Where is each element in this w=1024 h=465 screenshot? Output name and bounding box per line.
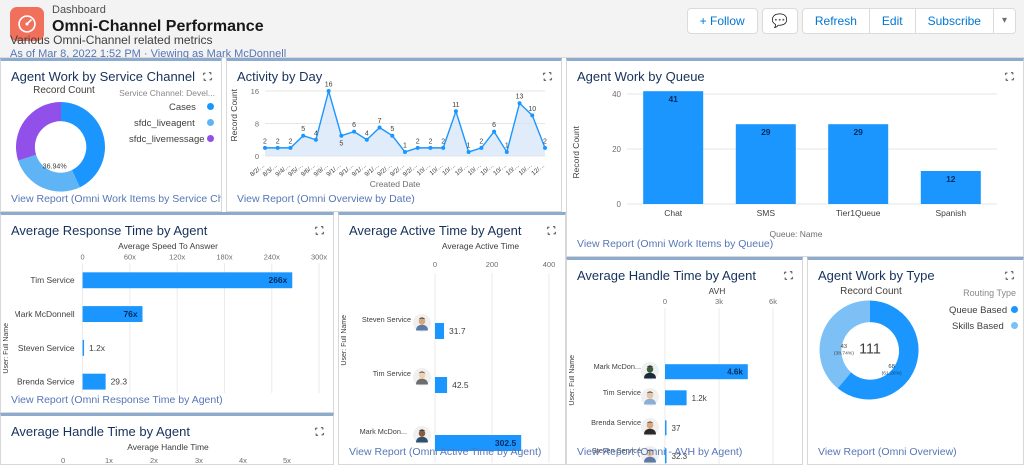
svg-text:180x: 180x bbox=[216, 253, 232, 261]
svg-text:10/…: 10/… bbox=[428, 162, 444, 177]
svg-text:5: 5 bbox=[339, 141, 343, 148]
svg-text:11: 11 bbox=[452, 102, 459, 109]
svg-text:36.94%: 36.94% bbox=[43, 163, 68, 171]
svg-text:7: 7 bbox=[378, 118, 382, 125]
svg-text:(61.26%): (61.26%) bbox=[882, 370, 902, 376]
svg-text:16: 16 bbox=[325, 82, 333, 89]
svg-text:16: 16 bbox=[251, 87, 259, 96]
svg-text:4.6k: 4.6k bbox=[727, 368, 743, 377]
svg-text:2: 2 bbox=[288, 138, 292, 145]
svg-text:42.5: 42.5 bbox=[452, 380, 469, 390]
svg-text:68: 68 bbox=[888, 364, 895, 370]
svg-text:10/…: 10/… bbox=[492, 162, 508, 177]
svg-text:20: 20 bbox=[612, 145, 621, 154]
svg-text:0: 0 bbox=[255, 152, 259, 161]
svg-text:2: 2 bbox=[441, 138, 445, 145]
svg-text:Brenda Service: Brenda Service bbox=[17, 377, 75, 387]
svg-text:Chat: Chat bbox=[664, 208, 683, 218]
svg-text:Spanish: Spanish bbox=[935, 208, 966, 218]
svg-text:5: 5 bbox=[301, 126, 305, 133]
svg-text:8: 8 bbox=[255, 120, 259, 129]
svg-text:10/…: 10/… bbox=[454, 162, 470, 177]
svg-text:29: 29 bbox=[761, 127, 771, 137]
svg-text:10/…: 10/… bbox=[505, 162, 521, 177]
svg-text:13: 13 bbox=[516, 94, 524, 101]
svg-text:76x: 76x bbox=[123, 309, 137, 319]
svg-text:60x: 60x bbox=[124, 253, 136, 261]
svg-text:Mark McDonnell: Mark McDonnell bbox=[15, 309, 75, 319]
svg-text:0: 0 bbox=[433, 260, 437, 269]
svg-text:12: 12 bbox=[946, 174, 956, 184]
svg-text:1: 1 bbox=[403, 142, 407, 149]
svg-text:1.2x: 1.2x bbox=[89, 343, 106, 353]
svg-text:266x: 266x bbox=[269, 275, 288, 285]
svg-text:43: 43 bbox=[841, 344, 848, 350]
svg-text:300x: 300x bbox=[311, 253, 327, 261]
svg-text:6k: 6k bbox=[769, 298, 777, 306]
svg-text:0: 0 bbox=[663, 298, 667, 306]
svg-text:40: 40 bbox=[612, 90, 621, 99]
svg-text:4: 4 bbox=[365, 130, 369, 137]
svg-text:41: 41 bbox=[668, 94, 678, 104]
svg-text:10/…: 10/… bbox=[518, 162, 534, 177]
svg-text:Steven Service: Steven Service bbox=[18, 343, 75, 353]
svg-text:Tier1Queue: Tier1Queue bbox=[836, 208, 881, 218]
svg-text:37: 37 bbox=[672, 424, 681, 433]
svg-text:(38.74%): (38.74%) bbox=[834, 351, 854, 357]
svg-text:0: 0 bbox=[617, 200, 622, 209]
svg-text:1: 1 bbox=[467, 142, 471, 149]
svg-text:2: 2 bbox=[543, 138, 547, 145]
svg-text:3k: 3k bbox=[715, 298, 723, 306]
svg-text:200: 200 bbox=[486, 260, 499, 269]
svg-text:1.2k: 1.2k bbox=[692, 394, 708, 403]
svg-text:10: 10 bbox=[528, 106, 536, 113]
svg-text:2: 2 bbox=[428, 138, 432, 145]
svg-text:4: 4 bbox=[314, 130, 318, 137]
svg-text:2: 2 bbox=[479, 138, 483, 145]
svg-text:10/…: 10/… bbox=[479, 162, 495, 177]
svg-text:Tim Service: Tim Service bbox=[30, 275, 75, 285]
svg-text:2: 2 bbox=[263, 138, 267, 145]
svg-text:5: 5 bbox=[390, 126, 394, 133]
svg-text:111: 111 bbox=[859, 342, 881, 358]
svg-text:29: 29 bbox=[853, 127, 863, 137]
svg-text:6: 6 bbox=[352, 122, 356, 129]
svg-text:6: 6 bbox=[492, 122, 496, 129]
svg-text:10/…: 10/… bbox=[467, 162, 483, 177]
svg-text:12/…: 12/… bbox=[530, 162, 546, 177]
svg-text:2: 2 bbox=[416, 138, 420, 145]
svg-text:2: 2 bbox=[276, 138, 280, 145]
svg-text:29.3: 29.3 bbox=[111, 377, 128, 387]
svg-text:10/…: 10/… bbox=[441, 162, 457, 177]
svg-text:SMS: SMS bbox=[757, 208, 776, 218]
svg-text:31.7: 31.7 bbox=[449, 326, 466, 336]
svg-text:10/…: 10/… bbox=[416, 162, 432, 177]
svg-text:0: 0 bbox=[81, 253, 85, 261]
svg-text:240x: 240x bbox=[264, 253, 280, 261]
svg-text:120x: 120x bbox=[169, 253, 185, 261]
svg-text:400: 400 bbox=[543, 260, 556, 269]
svg-text:1: 1 bbox=[505, 142, 509, 149]
